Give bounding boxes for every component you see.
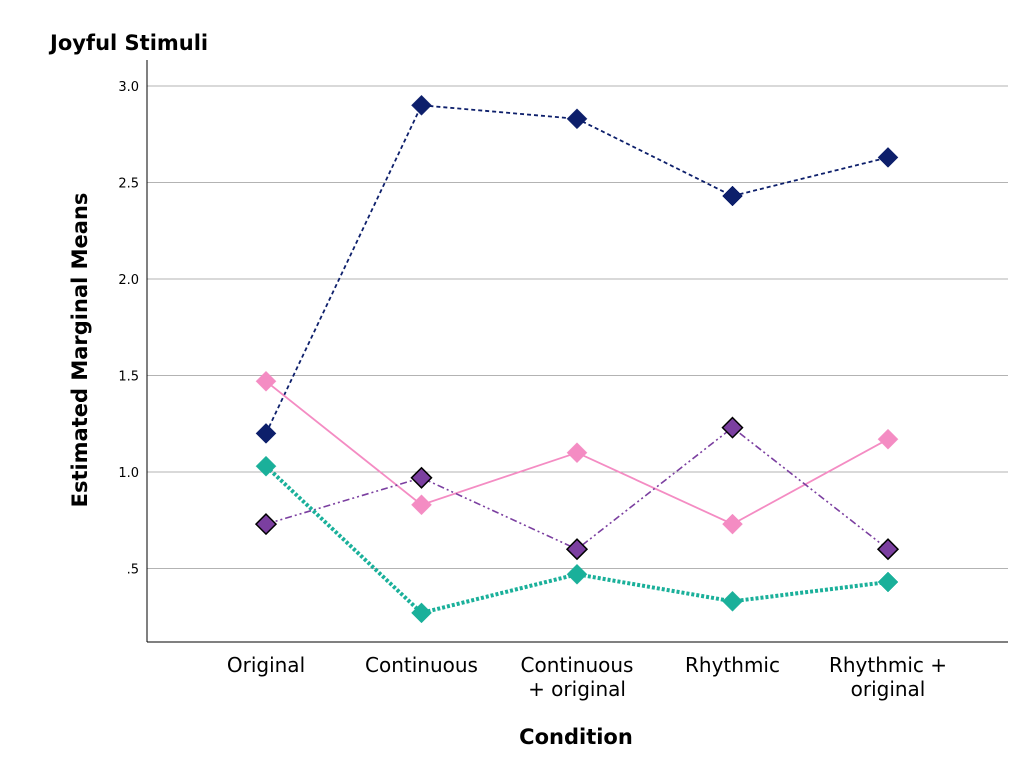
x-tick-label: Rhythmic: [685, 653, 780, 677]
data-point-marker: [255, 455, 277, 477]
data-point-marker: [411, 602, 432, 624]
data-point-marker: [255, 370, 277, 392]
data-point-marker: [722, 513, 743, 535]
gridlines: [147, 85, 1008, 569]
y-tick-label: 1.5: [118, 370, 139, 385]
data-point-marker: [410, 466, 433, 489]
y-axis-title: Estimated Marginal Means: [68, 193, 92, 508]
x-tick-label: Continuous: [365, 653, 478, 677]
y-tick-label: 3.0: [118, 80, 139, 95]
series-1: [255, 94, 899, 444]
y-tick-label: 2.0: [118, 273, 139, 288]
data-point-marker: [566, 108, 588, 130]
x-tick-label: Original: [227, 653, 305, 677]
x-tick-label: Rhythmic + original: [829, 653, 947, 701]
data-point-marker: [722, 185, 743, 207]
y-tick-label: 1.0: [118, 466, 139, 481]
data-point-marker: [722, 590, 743, 612]
x-tick-labels: Original Continuous Continuous + original Rh…: [227, 653, 947, 701]
data-point-marker: [566, 563, 588, 585]
chart-title: Joyful Stimuli: [48, 31, 208, 55]
data-point-marker: [877, 428, 899, 450]
y-tick-label: 2.5: [118, 177, 139, 192]
data-point-marker: [411, 94, 432, 116]
y-tick-labels: .5 1.0 1.5 2.0 2.5 3.0: [118, 80, 139, 578]
data-point-marker: [876, 538, 900, 561]
series: [254, 94, 900, 624]
series-3: [254, 416, 900, 561]
series-2: [255, 370, 899, 535]
data-point-marker: [254, 513, 278, 536]
series-line: [264, 464, 889, 616]
data-point-marker: [566, 442, 588, 464]
data-point-marker: [255, 423, 277, 444]
data-point-marker: [877, 147, 899, 168]
series-line: [265, 426, 889, 551]
data-point-marker: [565, 538, 589, 561]
x-tick-label: Continuous + original: [521, 653, 634, 701]
series-line: [265, 104, 889, 434]
data-point-marker: [721, 416, 744, 439]
series-4: [255, 455, 899, 624]
data-point-marker: [411, 494, 432, 516]
axes: [146, 60, 1008, 643]
data-point-marker: [877, 571, 899, 593]
y-tick-label: .5: [127, 563, 139, 578]
x-axis-title: Condition: [519, 725, 633, 749]
